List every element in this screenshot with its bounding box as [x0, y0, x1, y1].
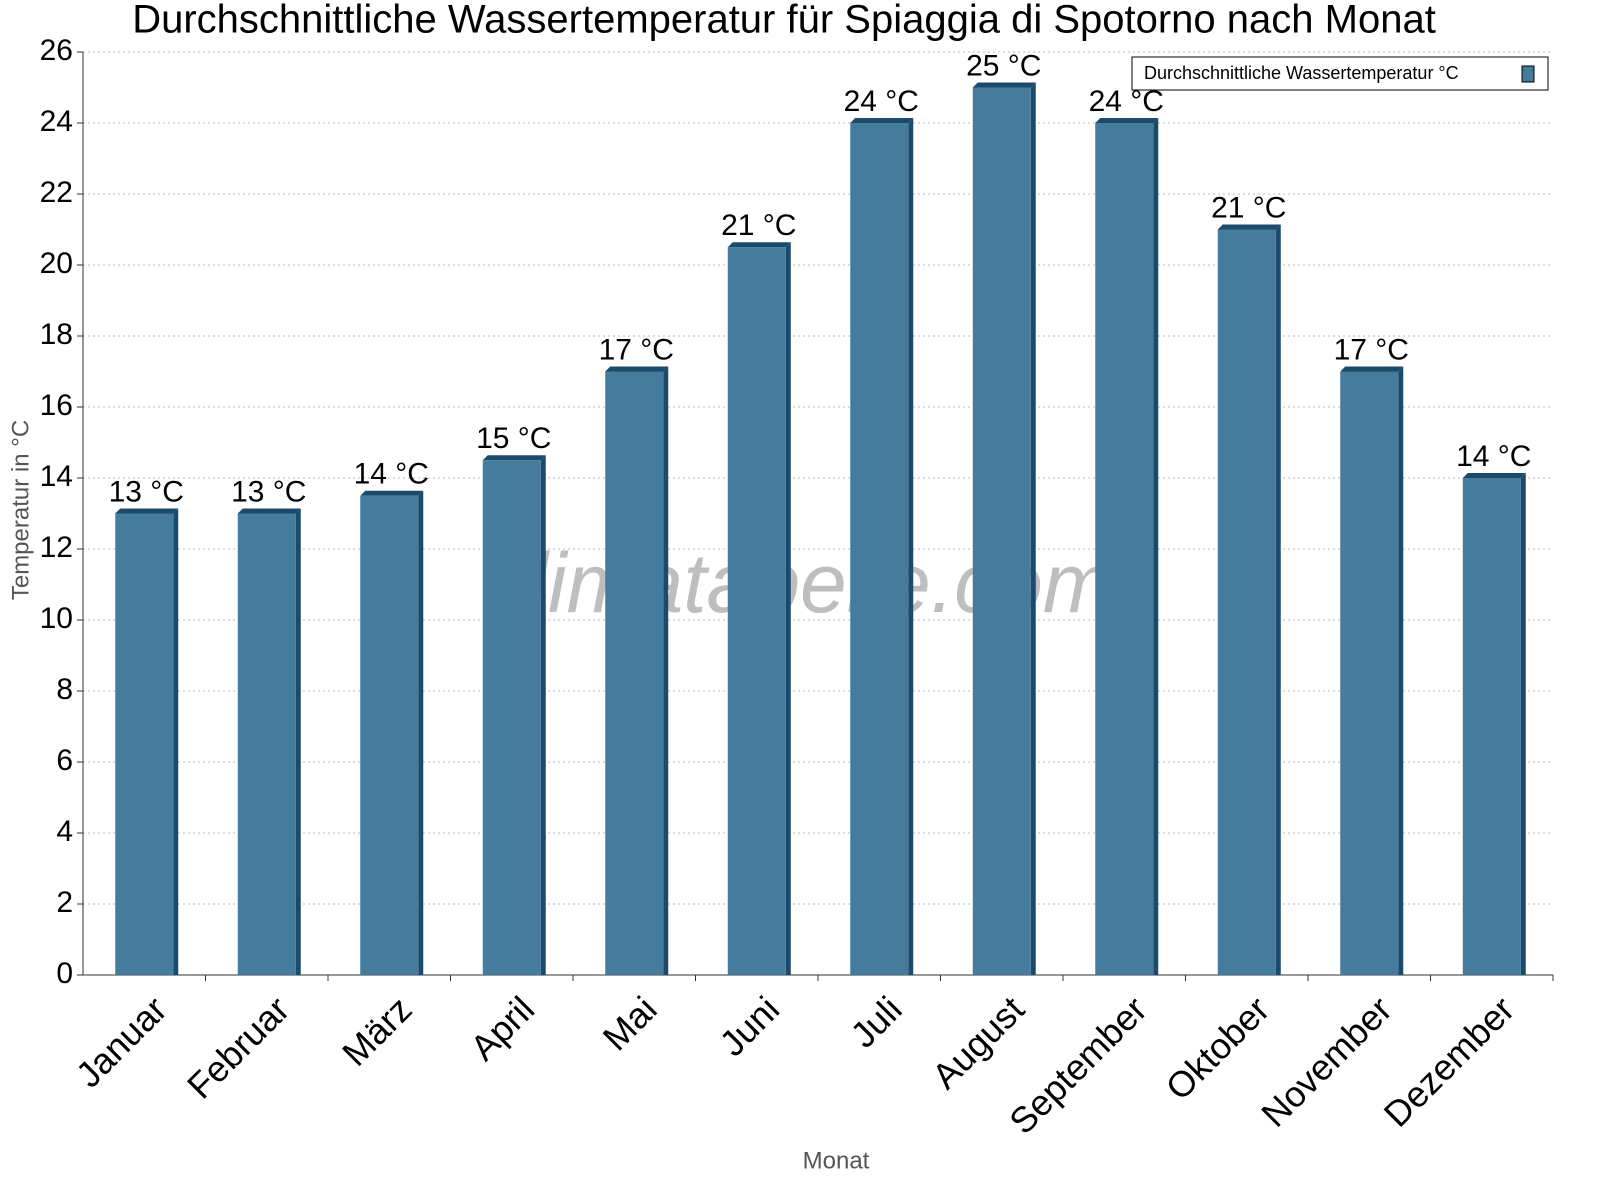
bar-side: [663, 366, 669, 975]
bar-side: [1030, 82, 1036, 975]
x-tick-label: November: [1253, 988, 1399, 1134]
y-tick-label: 0: [56, 957, 73, 990]
bar-top: [850, 118, 914, 123]
bar: [727, 247, 786, 975]
y-tick-label: 6: [56, 744, 73, 777]
x-tick-label: Juni: [711, 988, 787, 1064]
y-axis-label: Temperatur in °C: [7, 420, 34, 600]
x-tick-label: Februar: [179, 988, 297, 1106]
y-tick-label: 12: [40, 531, 73, 564]
bar-side: [785, 242, 791, 975]
x-axis-label: Monat: [803, 1147, 870, 1174]
bar-top: [1217, 224, 1281, 230]
value-label: 24 °C: [844, 85, 919, 118]
x-tick-label: Dezember: [1376, 988, 1522, 1134]
y-tick-label: 4: [56, 815, 73, 848]
value-label: 15 °C: [476, 422, 551, 455]
bar-side: [173, 508, 179, 975]
value-label: 21 °C: [1211, 191, 1286, 224]
bar-side: [1398, 366, 1404, 975]
x-tick-label: Oktober: [1158, 988, 1278, 1108]
bar-side: [418, 490, 424, 975]
bar-top: [360, 490, 424, 496]
bar: [1340, 371, 1399, 975]
x-tick-label: Mai: [595, 988, 665, 1058]
y-tick-label: 8: [56, 673, 73, 706]
bar-side: [908, 118, 914, 975]
bar: [972, 87, 1031, 975]
bar: [360, 495, 419, 975]
bar: [850, 123, 909, 975]
value-label: 21 °C: [721, 209, 796, 242]
value-label: 14 °C: [354, 458, 429, 491]
x-tick-label: Juli: [842, 988, 909, 1055]
y-tick-label: 14: [40, 460, 73, 493]
bar-top: [1340, 366, 1404, 372]
bar-side: [540, 455, 546, 975]
value-label: 17 °C: [599, 333, 674, 366]
chart-title: Durchschnittliche Wassertemperatur für S…: [132, 0, 1436, 42]
legend-label: Durchschnittliche Wassertemperatur °C: [1144, 63, 1459, 83]
y-tick-label: 2: [56, 886, 73, 919]
legend-box: [1131, 56, 1549, 91]
bar-side: [1153, 118, 1159, 975]
y-tick-label: 24: [40, 105, 73, 138]
bar: [1462, 478, 1521, 975]
y-tick-label: 22: [40, 176, 73, 209]
y-tick-label: 18: [40, 318, 73, 351]
bar: [115, 513, 174, 975]
x-tick-label: August: [924, 988, 1032, 1096]
x-tick-label: April: [462, 988, 542, 1068]
y-tick-label: 16: [40, 389, 73, 422]
bar-top: [237, 508, 301, 514]
legend-swatch: [1521, 65, 1535, 83]
value-label: 13 °C: [231, 475, 306, 508]
x-tick-label: März: [334, 988, 420, 1074]
bar-top: [727, 242, 791, 248]
bar-top: [115, 508, 179, 514]
legend: Durchschnittliche Wassertemperatur °C: [1131, 56, 1549, 91]
bar: [1217, 229, 1276, 975]
bar-top: [1462, 473, 1526, 478]
bar-top: [972, 82, 1036, 88]
value-label: 14 °C: [1456, 440, 1531, 473]
value-label: 25 °C: [966, 49, 1041, 82]
x-tick-label: Januar: [68, 988, 175, 1095]
y-tick-label: 10: [40, 602, 73, 635]
bar: [237, 513, 296, 975]
bar-top: [605, 366, 669, 372]
y-tick-label: 20: [40, 247, 73, 280]
bar: [605, 371, 664, 975]
y-tick-label: 26: [40, 34, 73, 67]
bar-side: [1275, 224, 1281, 975]
value-label: 17 °C: [1334, 333, 1409, 366]
value-label: 13 °C: [109, 475, 184, 508]
bar-side: [1520, 473, 1526, 975]
bar: [482, 460, 541, 975]
bar-side: [295, 508, 301, 975]
bar-top: [1095, 118, 1159, 123]
bar-top: [482, 455, 546, 461]
bar: [1095, 123, 1154, 975]
